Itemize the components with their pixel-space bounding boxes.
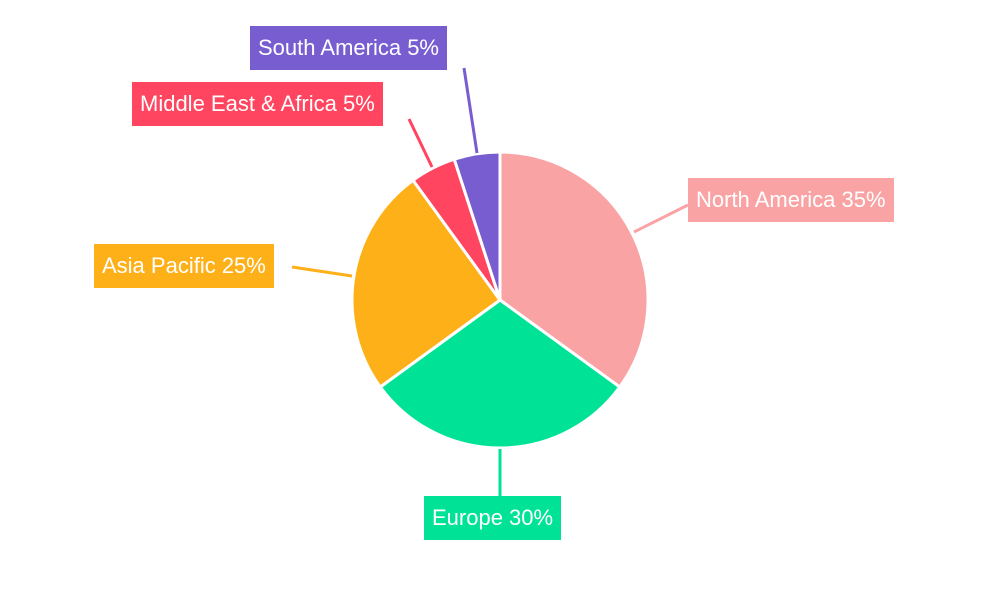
data-label: South America 5% [250,26,447,70]
data-label: Asia Pacific 25% [94,244,274,288]
pie-slice-north-america[interactable] [498,150,650,390]
leader-line [633,203,689,234]
leader-line [407,118,434,168]
data-label: Europe 30% [424,496,562,540]
leader-line [291,265,353,278]
pie-slice-south-america[interactable] [452,150,502,301]
data-label: Middle East & Africa 5% [132,82,383,126]
pie-slice-asia-pacific[interactable] [350,178,503,390]
leader-line [462,67,479,154]
pie-slice-europe[interactable] [378,298,622,450]
data-label: North America 35% [688,178,894,222]
